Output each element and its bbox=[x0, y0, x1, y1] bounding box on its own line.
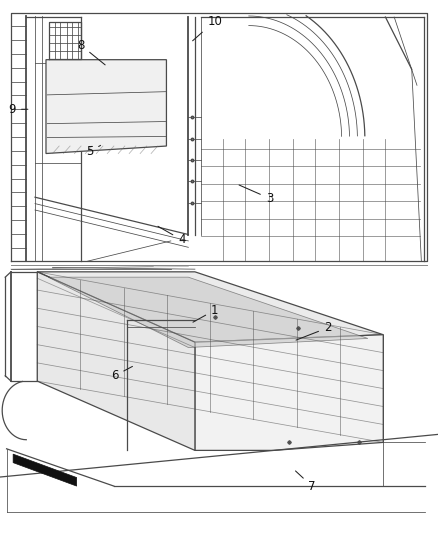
Text: 7: 7 bbox=[296, 471, 316, 492]
Text: 10: 10 bbox=[193, 15, 222, 41]
Text: 6: 6 bbox=[111, 366, 132, 382]
Polygon shape bbox=[48, 277, 368, 348]
Polygon shape bbox=[195, 335, 383, 450]
Polygon shape bbox=[37, 272, 383, 342]
Text: 3: 3 bbox=[239, 185, 273, 205]
Text: 2: 2 bbox=[296, 321, 332, 340]
Text: 4: 4 bbox=[158, 227, 186, 246]
Polygon shape bbox=[13, 454, 77, 486]
Text: 5: 5 bbox=[86, 146, 101, 158]
Polygon shape bbox=[46, 60, 166, 154]
Text: 8: 8 bbox=[78, 39, 105, 65]
Text: 1: 1 bbox=[193, 304, 219, 322]
Text: 9: 9 bbox=[8, 103, 28, 116]
Polygon shape bbox=[37, 272, 195, 450]
